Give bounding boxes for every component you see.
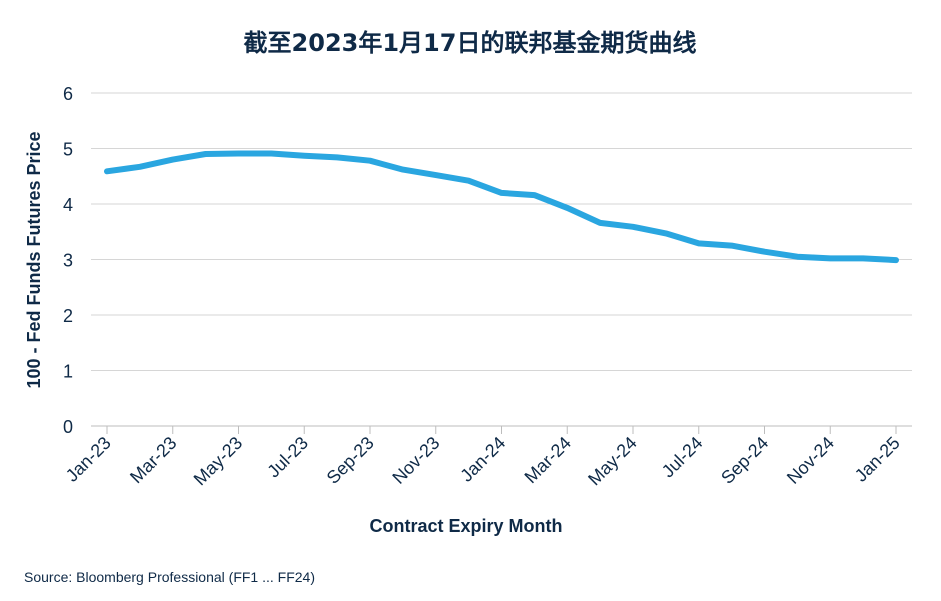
- y-tick-label: 0: [63, 417, 73, 437]
- x-tick-label: Jul-23: [263, 433, 312, 482]
- x-tick-label: Mar-24: [521, 433, 575, 487]
- x-tick-label: Mar-23: [126, 433, 180, 487]
- chart-title: 截至2023年1月17日的联邦基金期货曲线: [244, 29, 697, 57]
- x-tick-label: Nov-24: [783, 433, 838, 488]
- x-axis-label: Contract Expiry Month: [369, 516, 562, 536]
- x-axis: Jan-23 Mar-23 May-23 Jul-23 Sep-23 Nov-23 Jan-…: [62, 426, 904, 489]
- y-tick-label: 2: [63, 306, 73, 326]
- series-line: [104, 150, 899, 264]
- grid-layer: [91, 92, 912, 427]
- x-tick-label: Jul-24: [658, 433, 707, 482]
- y-tick-label: 6: [63, 84, 73, 104]
- y-tick-label: 5: [63, 140, 73, 160]
- series-layer: [104, 150, 899, 264]
- x-tick-label: Jan-23: [62, 433, 115, 486]
- x-tick-label: Sep-23: [323, 433, 378, 488]
- x-tick-label: Nov-23: [388, 433, 443, 488]
- x-tick-label: Jan-25: [851, 433, 904, 486]
- y-tick-label: 4: [63, 195, 73, 215]
- x-tick-label: May-24: [584, 433, 641, 490]
- y-tick-label: 1: [63, 362, 73, 382]
- x-tick-label: Sep-24: [717, 433, 772, 488]
- y-tick-label: 3: [63, 251, 73, 271]
- x-tick-label: Jan-24: [456, 433, 509, 486]
- source-note: Source: Bloomberg Professional (FF1 ... …: [24, 569, 315, 585]
- y-axis: 0 1 2 3 4 5 6: [63, 84, 73, 437]
- x-tick-label: May-23: [190, 433, 247, 490]
- y-axis-label: 100 - Fed Funds Futures Price: [24, 131, 44, 388]
